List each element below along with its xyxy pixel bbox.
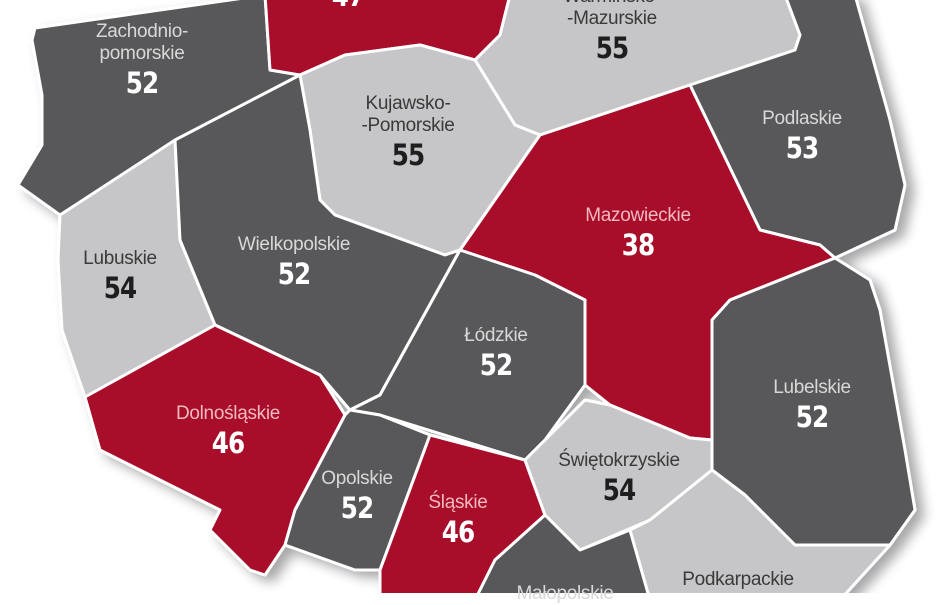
value-pomorskie: 47: [332, 0, 365, 13]
value-kujawsko-pomorskie: 55: [391, 137, 425, 172]
value-lubuskie: 54: [103, 270, 137, 305]
value-lodzkie: 52: [479, 347, 513, 382]
value-lubelskie: 52: [795, 399, 829, 434]
label-kujawsko-pomorskie: Kujawsko- -Pomorskie 55: [361, 93, 454, 172]
name-malopolskie: Małopolskie: [516, 583, 614, 604]
name-wielkopolskie: Wielkopolskie: [237, 234, 351, 255]
name-kujawsko-1: Kujawsko-: [365, 93, 451, 114]
value-warminsko-mazurskie: 55: [595, 30, 629, 65]
label-zachodniopomorskie: Zachodnio- pomorskie 52: [96, 21, 188, 100]
label-warminsko-mazurskie: Warmińsko- -Mazurskie 55: [563, 0, 661, 65]
value-opolskie: 52: [340, 490, 374, 525]
region-podkarpackie[interactable]: [628, 468, 892, 593]
label-lodzkie: Łódzkie 52: [464, 325, 528, 382]
value-swietokrzyskie: 54: [602, 472, 636, 507]
label-slaskie: Śląskie 46: [428, 492, 487, 549]
value-dolnoslaskie: 46: [211, 425, 245, 460]
name-slaskie: Śląskie: [428, 492, 488, 513]
label-opolskie: Opolskie 52: [321, 468, 393, 525]
name-warminsko-2: -Mazurskie: [567, 7, 657, 29]
name-podkarpackie: Podkarpackie: [682, 569, 794, 590]
name-mazowieckie: Mazowieckie: [585, 205, 691, 226]
label-podkarpackie: Podkarpackie: [682, 569, 794, 591]
name-kujawsko-2: -Pomorskie: [361, 114, 455, 136]
label-malopolskie: Małopolskie: [516, 583, 613, 605]
name-swietokrzyskie: Świętokrzyskie: [558, 450, 680, 471]
name-zachodnio-2: pomorskie: [99, 42, 185, 64]
name-lubuskie: Lubuskie: [83, 248, 157, 269]
value-wielkopolskie: 52: [277, 256, 311, 291]
label-dolnoslaskie: Dolnośląskie 46: [176, 403, 280, 460]
value-slaskie: 46: [441, 514, 475, 549]
label-wielkopolskie: Wielkopolskie 52: [237, 234, 351, 291]
name-dolnoslaskie: Dolnośląskie: [175, 403, 281, 424]
label-mazowieckie: Mazowieckie 38: [585, 205, 691, 262]
value-mazowieckie: 38: [621, 227, 655, 262]
name-lodzkie: Łódzkie: [464, 325, 528, 346]
name-opolskie: Opolskie: [321, 468, 393, 489]
label-lubelskie: Lubelskie 52: [773, 377, 851, 434]
region-dolnoslaskie[interactable]: [83, 323, 347, 577]
label-podlaskie: Podlaskie 53: [762, 108, 842, 165]
region-malopolskie[interactable]: [475, 513, 650, 593]
label-swietokrzyskie: Świętokrzyskie 54: [558, 450, 680, 507]
label-lubuskie: Lubuskie 54: [83, 248, 157, 305]
name-podlaskie: Podlaskie: [762, 108, 842, 129]
name-zachodnio-1: Zachodnio-: [95, 21, 189, 42]
value-podlaskie: 53: [785, 130, 819, 165]
name-lubelskie: Lubelskie: [773, 377, 851, 398]
label-pomorskie: 47: [329, 0, 367, 13]
value-zachodniopomorskie: 52: [125, 65, 159, 100]
name-warminsko-1: Warmińsko-: [563, 0, 661, 8]
